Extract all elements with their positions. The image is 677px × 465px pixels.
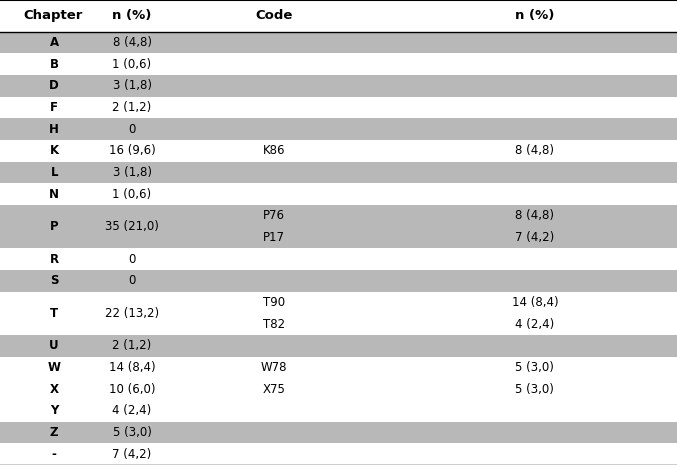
Text: R: R <box>49 252 59 266</box>
Text: 1 (0,6): 1 (0,6) <box>112 58 152 71</box>
Text: F: F <box>50 101 58 114</box>
Text: 8 (4,8): 8 (4,8) <box>112 36 152 49</box>
Text: 5 (3,0): 5 (3,0) <box>515 361 554 374</box>
Text: 14 (8,4): 14 (8,4) <box>109 361 155 374</box>
Text: S: S <box>50 274 58 287</box>
Bar <box>0 162 677 183</box>
Text: 0: 0 <box>129 274 135 287</box>
Text: T82: T82 <box>263 318 285 331</box>
Text: N: N <box>49 188 59 200</box>
Text: Z: Z <box>50 426 58 439</box>
Bar <box>0 270 677 292</box>
Text: 3 (1,8): 3 (1,8) <box>112 80 152 92</box>
Text: K: K <box>49 144 59 157</box>
Text: K86: K86 <box>263 144 286 157</box>
Bar <box>0 118 677 140</box>
Text: 0: 0 <box>129 123 135 136</box>
Text: 35 (21,0): 35 (21,0) <box>105 220 159 233</box>
Text: P: P <box>50 220 58 233</box>
Text: 7 (4,2): 7 (4,2) <box>515 231 554 244</box>
Text: X: X <box>49 383 59 396</box>
Text: H: H <box>49 123 59 136</box>
Text: 14 (8,4): 14 (8,4) <box>512 296 558 309</box>
Bar <box>0 205 677 248</box>
Text: B: B <box>49 58 59 71</box>
Text: -: - <box>51 448 57 461</box>
Text: n (%): n (%) <box>515 9 554 22</box>
Text: W: W <box>47 361 61 374</box>
Text: P17: P17 <box>263 231 285 244</box>
Text: T: T <box>50 307 58 320</box>
Text: U: U <box>49 339 59 352</box>
Text: 1 (0,6): 1 (0,6) <box>112 188 152 200</box>
Bar <box>0 75 677 97</box>
Text: 8 (4,8): 8 (4,8) <box>515 209 554 222</box>
Text: 2 (1,2): 2 (1,2) <box>112 101 152 114</box>
Text: 10 (6,0): 10 (6,0) <box>109 383 155 396</box>
Text: 4 (2,4): 4 (2,4) <box>515 318 554 331</box>
Bar <box>0 32 677 53</box>
Text: P76: P76 <box>263 209 285 222</box>
Text: W78: W78 <box>261 361 288 374</box>
Text: 8 (4,8): 8 (4,8) <box>515 144 554 157</box>
Text: 4 (2,4): 4 (2,4) <box>112 405 152 417</box>
Text: 5 (3,0): 5 (3,0) <box>515 383 554 396</box>
Bar <box>0 335 677 357</box>
Text: 5 (3,0): 5 (3,0) <box>112 426 152 439</box>
Text: Chapter: Chapter <box>24 9 83 22</box>
Text: Code: Code <box>255 9 293 22</box>
Text: Y: Y <box>50 405 58 417</box>
Text: A: A <box>49 36 59 49</box>
Bar <box>0 422 677 443</box>
Text: 22 (13,2): 22 (13,2) <box>105 307 159 320</box>
Text: n (%): n (%) <box>112 9 152 22</box>
Text: 3 (1,8): 3 (1,8) <box>112 166 152 179</box>
Text: T90: T90 <box>263 296 285 309</box>
Text: X75: X75 <box>263 383 286 396</box>
Text: 16 (9,6): 16 (9,6) <box>108 144 156 157</box>
Text: 0: 0 <box>129 252 135 266</box>
Text: 2 (1,2): 2 (1,2) <box>112 339 152 352</box>
Text: D: D <box>49 80 59 92</box>
Text: L: L <box>50 166 58 179</box>
Text: 7 (4,2): 7 (4,2) <box>112 448 152 461</box>
